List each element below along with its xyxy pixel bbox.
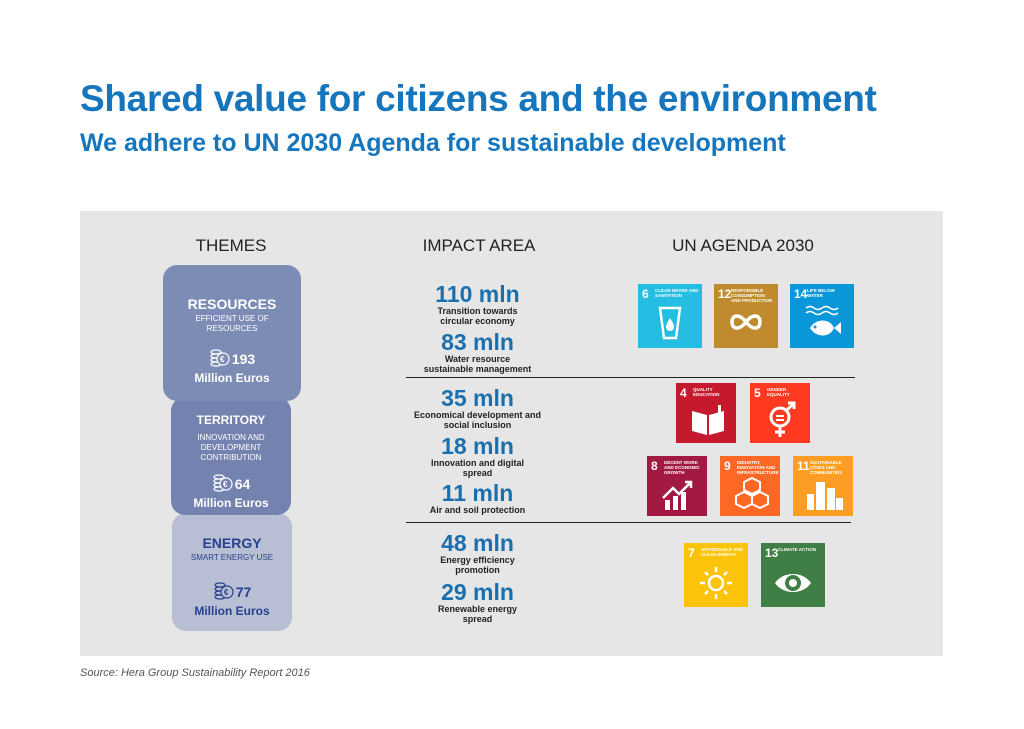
column-header-agenda: UN AGENDA 2030 (672, 236, 814, 255)
impact-item: 29 mln Renewable energy spread (437, 579, 518, 624)
sdg-tile-12: 12 RESPONSIBLE CONSUMPTION AND PRODUCTION (714, 284, 778, 348)
theme-description: EFFICIENT USE OF RESOURCES (195, 314, 269, 333)
theme-unit: Million Euros (193, 496, 269, 510)
sdg-tile-13: 13 CLIMATE ACTION (761, 543, 825, 607)
theme-energy: ENERGY SMART ENERGY USE €77 Million Euro… (172, 513, 292, 631)
growth-chart-icon (662, 480, 693, 510)
impact-item: 83 mln Water resource sustainable managem… (423, 329, 532, 374)
page-subtitle: We adhere to UN 2030 Agenda for sustaina… (80, 129, 786, 157)
sdg-tile-14: 14 LIFE BELOW WATER (790, 284, 854, 348)
theme-territory: TERRITORY INNOVATION AND DEVELOPMENT CON… (171, 397, 291, 515)
theme-description: SMART ENERGY USE (190, 553, 274, 562)
theme-name: ENERGY (202, 535, 262, 551)
sdg-tile-11: 11 SUSTAINABLE CITIES AND COMMUNITIES (793, 456, 853, 516)
sdg-tile-6: 6 CLEAN WATER AND SANITATION (638, 284, 702, 348)
impact-item: 48 mln Energy efficiency promotion (440, 530, 515, 575)
svg-text:€: € (223, 480, 228, 489)
svg-text:€: € (220, 355, 225, 364)
coins-euro-icon: € (213, 581, 235, 604)
sdg-tile-8: 8 DECENT WORK AND ECONOMIC GROWTH (647, 456, 707, 516)
theme-unit: Million Euros (194, 604, 270, 618)
sdg-tile-4: 4 QUALITY EDUCATION (676, 383, 736, 443)
sdg-tile-7: 7 AFFORDABLE AND CLEAN ENERGY (684, 543, 748, 607)
impact-item: 11 mln Air and soil protection (429, 480, 526, 515)
theme-amount: €193 (163, 348, 301, 371)
section-divider (406, 377, 855, 378)
impact-item: 18 mln Innovation and digital spread (431, 433, 524, 478)
svg-text:€: € (224, 588, 229, 597)
infinity-icon (730, 314, 762, 330)
fish-icon (805, 305, 841, 336)
coins-euro-icon: € (212, 473, 234, 496)
theme-amount: €77 (172, 581, 292, 604)
theme-name: TERRITORY (196, 413, 266, 427)
column-header-impact: IMPACT AREA (422, 236, 536, 255)
theme-resources: RESOURCES EFFICIENT USE OF RESOURCES €19… (163, 265, 301, 401)
coins-euro-icon: € (209, 348, 231, 371)
theme-name: RESOURCES (187, 296, 277, 312)
impact-item: 35 mln Economical development and social … (413, 385, 542, 430)
sdg-tile-5: 5 GENDER EQUALITY (750, 383, 810, 443)
theme-unit: Million Euros (194, 371, 270, 385)
book-icon (692, 405, 724, 435)
section-divider (406, 522, 851, 523)
theme-description: INNOVATION AND DEVELOPMENT CONTRIBUTION (197, 433, 265, 462)
buildings-icon (807, 482, 843, 510)
impact-item: 110 mln Transition towards circular econo… (435, 281, 520, 326)
gender-icon (769, 401, 796, 437)
water-glass-icon (658, 306, 682, 340)
sun-icon (700, 567, 732, 599)
cubes-icon (735, 476, 769, 510)
column-header-themes: THEMES (195, 236, 267, 255)
page-title: Shared value for citizens and the enviro… (80, 78, 877, 119)
theme-amount: €64 (171, 473, 291, 496)
sdg-tile-9: 9 INDUSTRY, INNOVATION AND INFRASTRUCTURE (720, 456, 780, 516)
source-note: Source: Hera Group Sustainability Report… (80, 667, 310, 679)
eye-globe-icon (775, 574, 811, 592)
